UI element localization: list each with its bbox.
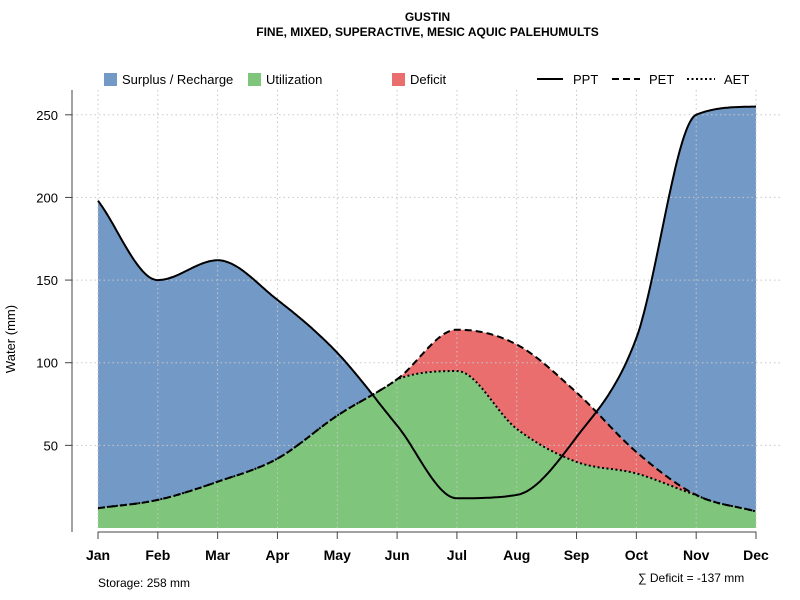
x-tick-label: Apr [265, 547, 290, 563]
legend-item-deficit: Deficit [392, 72, 446, 87]
x-tick-label: Dec [743, 547, 769, 563]
legend-label-aet: AET [724, 72, 750, 87]
y-axis-label: Water (mm) [3, 305, 18, 373]
series-line-ppt [97, 105, 757, 500]
x-tick-label: Jan [86, 547, 110, 563]
x-tick-label: Mar [205, 547, 230, 563]
x-tick-label: Jul [447, 547, 467, 563]
y-tick-label: 250 [36, 108, 58, 123]
x-tick-label: Oct [625, 547, 649, 563]
utilization-swatch [248, 73, 261, 86]
deficit-area [98, 329, 756, 512]
y-tick-label: 50 [44, 438, 58, 453]
legend-label-deficit: Deficit [410, 72, 447, 87]
deficit-note: ∑ Deficit = -137 mm [638, 571, 745, 585]
x-tick-label: Sep [564, 547, 590, 563]
legend-label-ppt: PPT [573, 72, 599, 87]
storage-note: Storage: 258 mm [98, 576, 191, 590]
y-tick-label: 150 [36, 273, 58, 288]
series-line-pet [97, 328, 757, 513]
legend-label-utilization: Utilization [266, 72, 323, 87]
deficit-swatch [392, 73, 405, 86]
legend-label-pet: PET [649, 72, 675, 87]
x-tick-label: Aug [503, 547, 530, 563]
utilization-area [98, 371, 756, 528]
x-tick-label: Jun [385, 547, 410, 563]
x-tick-label: Nov [683, 547, 710, 563]
legend-item-surplus: Surplus / Recharge [104, 72, 233, 87]
legend-item-utilization: Utilization [248, 72, 322, 87]
chart-title: GUSTIN [404, 10, 451, 24]
y-tick-label: 200 [36, 190, 58, 205]
chart-subtitle: FINE, MIXED, SUPERACTIVE, MESIC AQUIC PA… [256, 25, 599, 39]
surplus-swatch [104, 73, 117, 86]
x-tick-label: May [324, 547, 351, 563]
y-tick-label: 100 [36, 356, 58, 371]
x-tick-label: Feb [145, 547, 170, 563]
legend-label-surplus: Surplus / Recharge [122, 72, 234, 87]
